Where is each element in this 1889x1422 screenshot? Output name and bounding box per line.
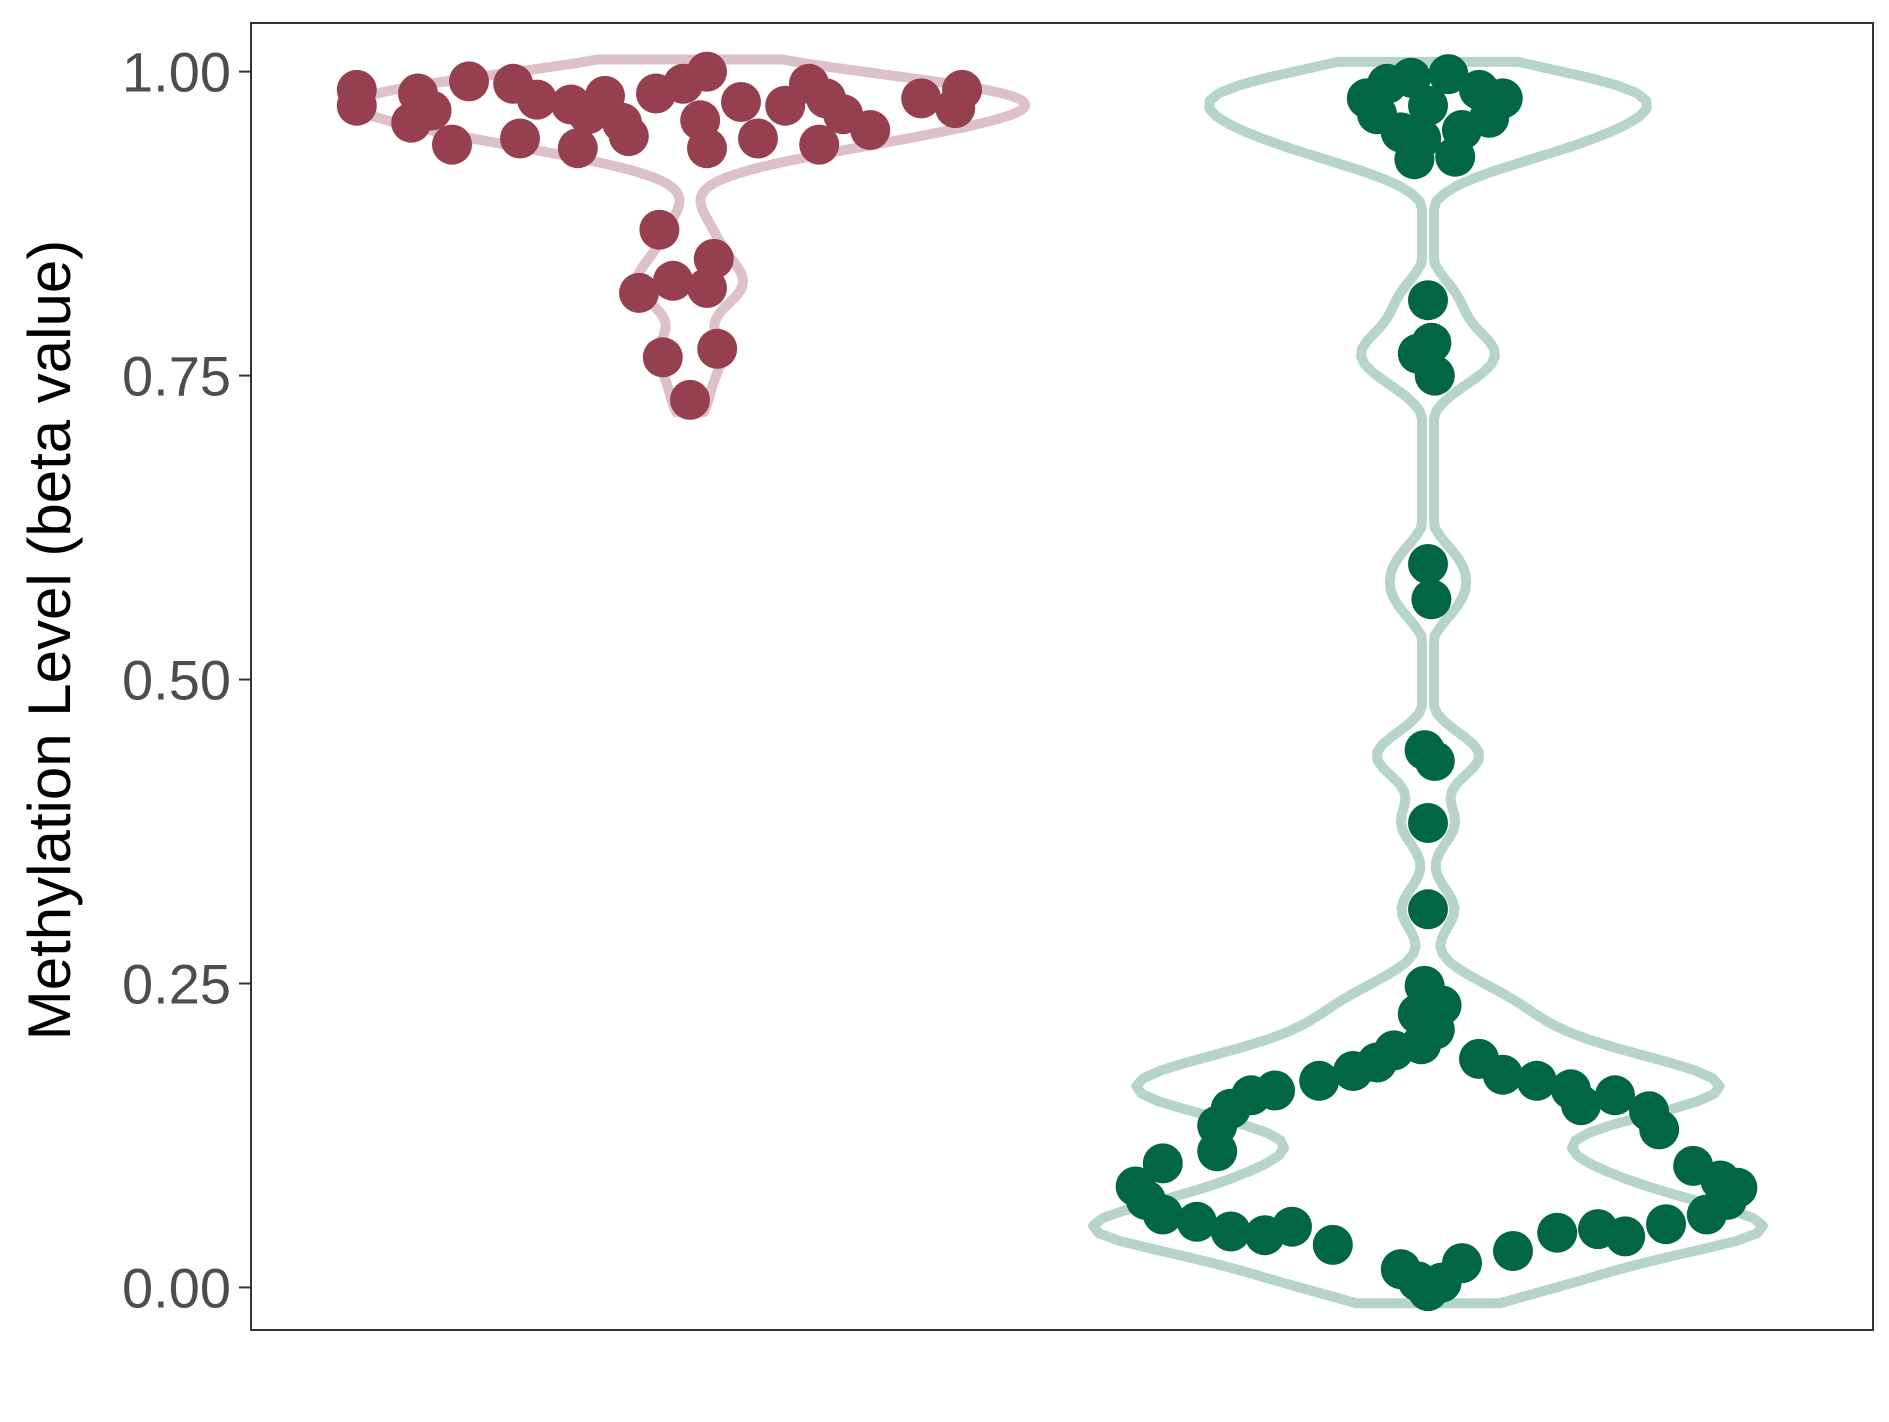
data-point-group-2 — [1561, 1085, 1601, 1126]
y-tick-label: 0.25 — [122, 952, 231, 1015]
data-point-group-2 — [1408, 544, 1448, 584]
data-point-group-2 — [1197, 1131, 1238, 1172]
data-point-group-1 — [653, 260, 693, 301]
data-point-group-2 — [1374, 1030, 1414, 1071]
y-axis: 0.00 0.25 0.50 0.75 1.00 — [122, 41, 251, 1319]
data-point-group-2 — [1408, 85, 1448, 126]
plot-panel — [250, 22, 1874, 1331]
data-point-group-1 — [670, 379, 710, 420]
y-axis-title: Methylation Level (beta value) — [16, 240, 83, 1040]
data-point-group-2 — [1482, 1054, 1523, 1095]
data-point-group-2 — [1414, 355, 1455, 396]
data-point-group-2 — [1408, 803, 1448, 843]
data-point-group-2 — [1717, 1167, 1758, 1208]
data-point-group-2 — [1516, 1060, 1557, 1101]
data-point-group-1 — [901, 78, 942, 119]
data-point-group-1 — [738, 118, 778, 159]
data-point-group-2 — [1435, 136, 1476, 177]
data-point-group-1 — [697, 328, 738, 369]
data-point-group-1 — [639, 209, 680, 250]
data-point-group-1 — [850, 110, 891, 150]
data-point-group-2 — [1210, 1211, 1251, 1252]
data-point-group-2 — [1408, 280, 1448, 321]
data-point-group-1 — [557, 128, 598, 169]
data-point-group-2 — [1442, 1243, 1482, 1284]
y-tick-label: 1.00 — [122, 41, 231, 104]
data-point-group-2 — [1312, 1224, 1353, 1265]
data-point-group-1 — [687, 128, 727, 169]
data-point-group-2 — [1595, 1075, 1635, 1116]
data-point-group-1 — [942, 69, 982, 110]
data-point-group-1 — [619, 272, 659, 313]
data-point-group-1 — [799, 124, 840, 165]
data-point-group-2 — [1639, 1109, 1680, 1150]
data-point-group-1 — [432, 124, 472, 165]
data-point-group-1 — [721, 82, 761, 122]
data-point-group-2 — [1411, 579, 1452, 620]
data-points — [336, 51, 1758, 1312]
data-point-group-1 — [687, 51, 727, 92]
data-point-group-2 — [1401, 118, 1442, 159]
data-point-group-2 — [1646, 1204, 1686, 1245]
data-point-group-1 — [608, 116, 649, 157]
data-point-group-1 — [411, 90, 452, 131]
data-point-group-2 — [1176, 1201, 1217, 1242]
data-point-group-2 — [1142, 1143, 1183, 1184]
data-point-group-2 — [1493, 1231, 1533, 1271]
data-point-group-2 — [1605, 1216, 1646, 1257]
data-point-group-2 — [1428, 54, 1469, 95]
data-point-group-2 — [1537, 1212, 1578, 1253]
data-point-group-2 — [1408, 889, 1448, 930]
data-point-group-1 — [517, 79, 557, 120]
data-point-group-2 — [1272, 1206, 1312, 1247]
data-point-group-2 — [1255, 1070, 1295, 1111]
violin-outline-group-2 — [1088, 56, 1768, 1309]
y-tick-label: 0.50 — [122, 649, 231, 712]
data-point-group-1 — [449, 61, 489, 102]
data-point-group-1 — [336, 85, 377, 126]
y-tick-label: 0.75 — [122, 345, 231, 408]
y-tick-label: 0.00 — [122, 1256, 231, 1319]
data-point-group-2 — [1299, 1060, 1340, 1101]
data-point-group-1 — [500, 118, 540, 159]
data-point-group-1 — [687, 268, 727, 308]
data-point-group-2 — [1142, 1194, 1183, 1235]
data-point-group-1 — [642, 337, 683, 378]
data-point-group-2 — [1414, 741, 1455, 781]
